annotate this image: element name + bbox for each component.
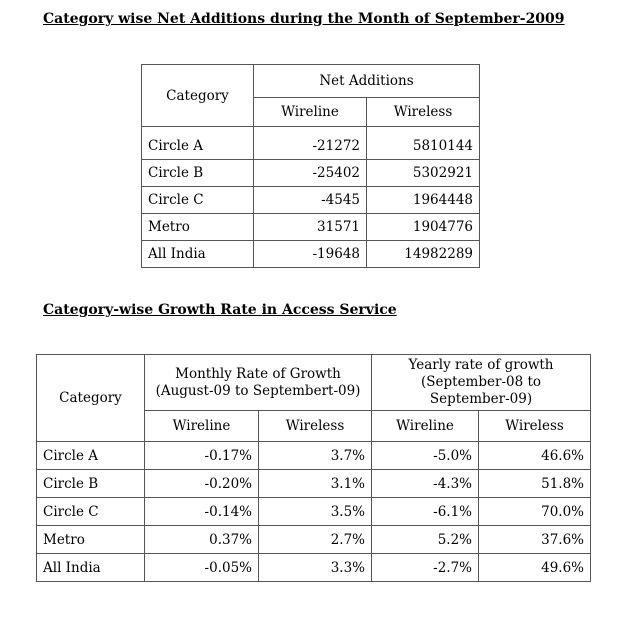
table-row: All India -19648 14982289 — [141, 240, 480, 268]
wireline-cell: -21272 — [253, 126, 367, 160]
category-cell: All India — [36, 553, 145, 582]
net-additions-table: Category Net Additions Wireline Wireless… — [141, 64, 480, 268]
wireless-cell: 14982289 — [366, 240, 480, 268]
yearly-wireless-cell: 49.6% — [478, 553, 592, 582]
monthly-wireline-cell: -0.05% — [144, 553, 259, 582]
monthly-wireline-cell: -0.14% — [144, 497, 259, 526]
yearly-wireline-cell: -2.7% — [371, 553, 480, 582]
yearly-wireline-cell: 5.2% — [371, 525, 480, 554]
wireline-cell: -4545 — [253, 186, 367, 214]
table-row: Circle C -4545 1964448 — [141, 186, 480, 214]
category-cell: Metro — [36, 525, 145, 554]
monthly-wireless-cell: 3.7% — [257, 441, 373, 470]
wireless-header: Wireless — [366, 97, 480, 127]
category-cell: Circle C — [36, 497, 145, 526]
monthly-growth-line1: Monthly Rate of Growth — [175, 365, 341, 382]
yearly-wireless-cell: 46.6% — [478, 441, 592, 470]
wireline-header: Wireline — [253, 97, 367, 127]
yearly-wireline-header: Wireline — [371, 410, 480, 442]
net-additions-group-header: Net Additions — [253, 64, 480, 98]
category-header: Category — [36, 354, 145, 442]
monthly-growth-line2: (August-09 to Septembert-09) — [155, 382, 361, 399]
wireless-cell: 5302921 — [366, 159, 480, 187]
category-cell: Circle A — [36, 441, 145, 470]
table-row: Circle C -0.14% 3.5% -6.1% 70.0% — [36, 497, 592, 526]
monthly-wireline-cell: 0.37% — [144, 525, 259, 554]
monthly-wireline-cell: -0.20% — [144, 469, 259, 498]
monthly-wireless-cell: 3.1% — [257, 469, 373, 498]
wireline-cell: -19648 — [253, 240, 367, 268]
category-cell: Circle B — [141, 159, 254, 187]
wireless-cell: 5810144 — [366, 126, 480, 160]
yearly-growth-line2: (September-08 to — [421, 374, 542, 390]
table-row: Metro 0.37% 2.7% 5.2% 37.6% — [36, 525, 592, 554]
table-row: Circle A -21272 5810144 — [141, 126, 480, 160]
table-row: All India -0.05% 3.3% -2.7% 49.6% — [36, 553, 592, 582]
yearly-wireless-cell: 51.8% — [478, 469, 592, 498]
wireline-cell: 31571 — [253, 213, 367, 241]
category-cell: Circle B — [36, 469, 145, 498]
category-cell: Circle C — [141, 186, 254, 214]
wireline-cell: -25402 — [253, 159, 367, 187]
category-cell: Metro — [141, 213, 254, 241]
monthly-growth-group-header: Monthly Rate of Growth (August-09 to Sep… — [143, 354, 373, 411]
wireless-cell: 1904776 — [366, 213, 480, 241]
yearly-wireline-cell: -4.3% — [371, 469, 480, 498]
table-row: Metro 31571 1904776 — [141, 213, 480, 241]
table-row: Circle B -25402 5302921 — [141, 159, 480, 187]
yearly-wireline-cell: -5.0% — [371, 441, 480, 470]
monthly-wireless-cell: 3.3% — [257, 553, 373, 582]
monthly-wireless-cell: 3.5% — [257, 497, 373, 526]
category-header: Category — [141, 64, 254, 127]
monthly-wireless-header: Wireless — [257, 410, 373, 442]
yearly-growth-line3: September-09) — [429, 391, 533, 407]
yearly-growth-group-header: Yearly rate of growth (September-08 to S… — [371, 354, 592, 411]
table-row: Circle B -0.20% 3.1% -4.3% 51.8% — [36, 469, 592, 498]
yearly-wireline-cell: -6.1% — [371, 497, 480, 526]
yearly-growth-line1: Yearly rate of growth — [408, 357, 554, 373]
wireless-cell: 1964448 — [366, 186, 480, 214]
net-additions-title: Category wise Net Additions during the M… — [43, 11, 565, 27]
monthly-wireline-header: Wireline — [144, 410, 259, 442]
growth-rate-title: Category-wise Growth Rate in Access Serv… — [43, 302, 397, 318]
growth-rate-table: Category Monthly Rate of Growth (August-… — [36, 354, 592, 582]
category-cell: Circle A — [141, 126, 254, 160]
category-cell: All India — [141, 240, 254, 268]
table-row: Circle A -0.17% 3.7% -5.0% 46.6% — [36, 441, 592, 470]
monthly-wireless-cell: 2.7% — [257, 525, 373, 554]
yearly-wireless-cell: 70.0% — [478, 497, 592, 526]
monthly-wireline-cell: -0.17% — [144, 441, 259, 470]
yearly-wireless-cell: 37.6% — [478, 525, 592, 554]
yearly-wireless-header: Wireless — [478, 410, 592, 442]
